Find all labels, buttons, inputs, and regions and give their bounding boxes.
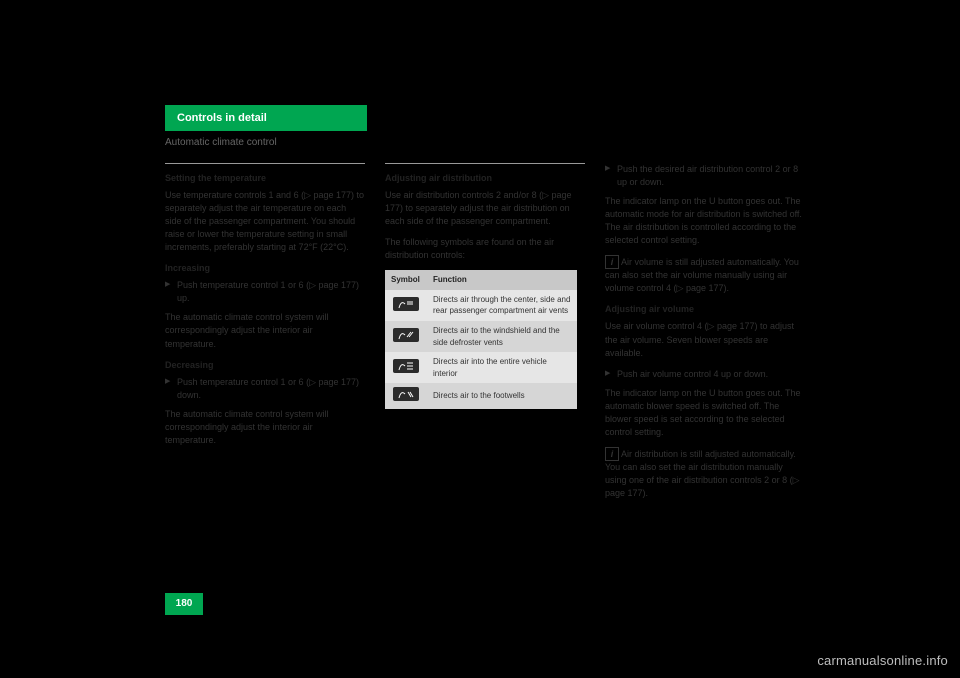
heading-air-volume: Adjusting air volume xyxy=(605,303,805,316)
note-text: Air distribution is still adjusted autom… xyxy=(605,449,800,498)
paragraph: The automatic climate control system wil… xyxy=(165,311,365,350)
paragraph: Use temperature controls 1 and 6 (▷ page… xyxy=(165,189,365,254)
note-text: Air volume is still adjusted automatical… xyxy=(605,257,799,293)
th-symbol: Symbol xyxy=(385,270,427,290)
paragraph: The indicator lamp on the U button goes … xyxy=(605,387,805,439)
cell-function: Directs air to the windshield and the si… xyxy=(427,321,577,352)
heading-increasing: Increasing xyxy=(165,262,365,275)
step: Push temperature control 1 or 6 (▷ page … xyxy=(165,279,365,305)
page-number: 180 xyxy=(165,593,203,615)
vent-windshield-icon xyxy=(393,328,419,342)
cell-symbol xyxy=(385,383,427,409)
column-1: Setting the temperature Use temperature … xyxy=(165,163,365,455)
cell-function: Directs air through the center, side and… xyxy=(427,290,577,321)
table-header-row: Symbol Function xyxy=(385,270,577,290)
paragraph: The automatic climate control system wil… xyxy=(165,408,365,447)
vent-face-icon xyxy=(393,297,419,311)
paragraph: Use air volume control 4 (▷ page 177) to… xyxy=(605,320,805,359)
step: Push temperature control 1 or 6 (▷ page … xyxy=(165,376,365,402)
table-row: Directs air to the footwells xyxy=(385,383,577,409)
vent-footwell-icon xyxy=(393,387,419,401)
paragraph: The following symbols are found on the a… xyxy=(385,236,585,262)
manual-page: Controls in detail Automatic climate con… xyxy=(115,95,845,615)
section-header: Controls in detail xyxy=(165,105,367,131)
watermark: carmanualsonline.info xyxy=(817,653,948,668)
step: Push air volume control 4 up or down. xyxy=(605,368,805,381)
symbol-function-table: Symbol Function Directs air through the … xyxy=(385,270,577,409)
heading-air-distribution: Adjusting air distribution xyxy=(385,172,585,185)
step: Push the desired air distribution contro… xyxy=(605,163,805,189)
column-3: Push the desired air distribution contro… xyxy=(605,163,805,508)
info-icon: i xyxy=(605,447,619,461)
cell-symbol xyxy=(385,352,427,383)
table-row: Directs air into the entire vehicle inte… xyxy=(385,352,577,383)
heading-setting-temperature: Setting the temperature xyxy=(165,172,365,185)
th-function: Function xyxy=(427,270,577,290)
paragraph: Use air distribution controls 2 and/or 8… xyxy=(385,189,585,228)
cell-symbol xyxy=(385,290,427,321)
paragraph: The indicator lamp on the U button goes … xyxy=(605,195,805,247)
info-icon: i xyxy=(605,255,619,269)
vent-all-icon xyxy=(393,359,419,373)
cell-symbol xyxy=(385,321,427,352)
column-2: Adjusting air distribution Use air distr… xyxy=(385,163,585,409)
divider xyxy=(385,163,585,164)
section-sub: Automatic climate control xyxy=(165,137,277,148)
cell-function: Directs air into the entire vehicle inte… xyxy=(427,352,577,383)
divider xyxy=(165,163,365,164)
note: iAir volume is still adjusted automatica… xyxy=(605,255,805,295)
heading-decreasing: Decreasing xyxy=(165,359,365,372)
note: iAir distribution is still adjusted auto… xyxy=(605,447,805,500)
table-row: Directs air to the windshield and the si… xyxy=(385,321,577,352)
cell-function: Directs air to the footwells xyxy=(427,383,577,409)
table-row: Directs air through the center, side and… xyxy=(385,290,577,321)
